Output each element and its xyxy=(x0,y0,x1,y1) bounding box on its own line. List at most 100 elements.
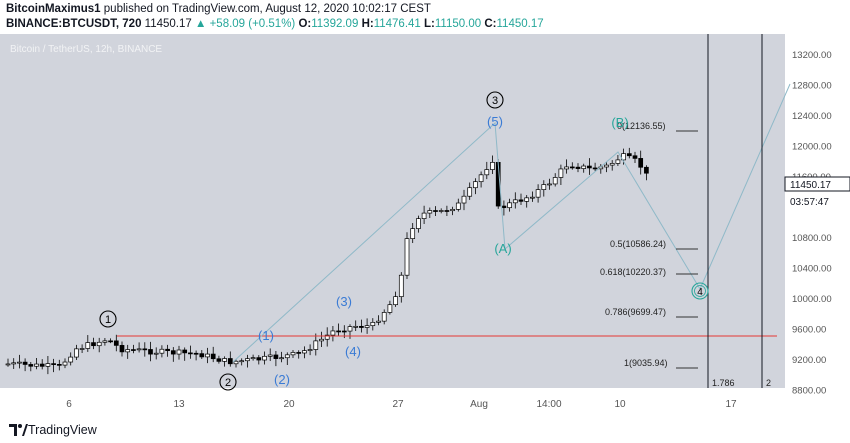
fib-ext-label-2: 2 xyxy=(766,378,771,388)
wave-minor-2: (2) xyxy=(274,372,290,387)
candle-body xyxy=(427,210,433,214)
candle-body xyxy=(632,155,638,159)
high-label: H: xyxy=(361,18,374,30)
candles-layer xyxy=(5,147,649,375)
candle-body xyxy=(393,296,398,306)
candle-body xyxy=(535,189,541,198)
candle-body xyxy=(319,338,324,342)
price-chart[interactable]: Bitcoin / TetherUS, 12h, BINANCE 0(12136… xyxy=(0,34,850,418)
current-price-badge xyxy=(784,176,850,192)
candle-body xyxy=(176,349,182,355)
wave-1-circle xyxy=(99,310,117,328)
candle-body xyxy=(615,159,621,164)
chart-legend: Bitcoin / TetherUS, 12h, BINANCE xyxy=(10,44,162,55)
low-label: L: xyxy=(424,18,435,30)
candle-body xyxy=(381,312,387,322)
time-tick-13: 13 xyxy=(173,399,185,410)
candle-body xyxy=(233,360,239,365)
candle-body xyxy=(364,325,370,328)
candle-body xyxy=(188,352,193,355)
close-label: C: xyxy=(484,18,497,30)
time-axis[interactable]: 6 13 20 27 Aug 14:00 10 17 xyxy=(66,399,737,410)
wave-2-circle xyxy=(219,373,237,391)
candle-body xyxy=(626,153,632,157)
projection-line xyxy=(699,83,791,290)
candle-body xyxy=(170,350,176,355)
candle-body xyxy=(165,348,170,352)
candle-body xyxy=(56,364,62,366)
candle-body xyxy=(501,205,507,209)
time-tick-27: 27 xyxy=(392,399,404,410)
candle-body xyxy=(330,330,336,336)
candle-body xyxy=(273,354,279,359)
candle-body xyxy=(22,361,28,365)
price-tick: 13200.00 xyxy=(792,50,832,61)
price-tick: 10800.00 xyxy=(792,233,832,244)
candle-body xyxy=(512,199,518,204)
candle-body xyxy=(353,325,359,328)
candle-body xyxy=(455,202,461,210)
candle-body xyxy=(581,165,587,169)
candle-body xyxy=(450,209,455,212)
wave-2-label: 2 xyxy=(225,377,231,389)
candle-body xyxy=(193,352,199,355)
candle-body xyxy=(45,363,51,367)
wave-1-label: 1 xyxy=(105,314,111,326)
current-price-text: 11450.17 xyxy=(790,180,831,191)
candle-body xyxy=(638,158,644,168)
candle-body xyxy=(524,197,530,202)
candle-body xyxy=(324,334,330,340)
candle-body xyxy=(552,177,558,185)
plot-background[interactable] xyxy=(0,34,785,388)
candle-body xyxy=(416,218,421,229)
candle-body xyxy=(5,363,11,366)
candle-body xyxy=(359,325,364,328)
candle-body xyxy=(444,210,450,212)
candle-body xyxy=(370,322,376,327)
wave-b-label: (B) xyxy=(611,115,628,130)
candle-body xyxy=(592,167,598,170)
last-price: 11450.17 xyxy=(144,18,192,30)
time-tick-20: 20 xyxy=(283,399,295,410)
candle-body xyxy=(125,349,131,353)
candle-body xyxy=(547,183,552,186)
fib-label-0786: 0.786(9699.47) xyxy=(605,307,666,317)
candle-body xyxy=(644,166,649,174)
major-wave-labels: 1 2 3 4 xyxy=(99,91,709,391)
candle-body xyxy=(153,352,159,355)
candle-body xyxy=(410,228,416,239)
wave-minor-1: (1) xyxy=(258,328,274,343)
author-name[interactable]: BitcoinMaximus1 xyxy=(6,3,101,15)
candle-body xyxy=(159,348,165,354)
high-value: 11476.41 xyxy=(373,18,421,30)
candle-body xyxy=(136,348,142,351)
bar-countdown: 03:57:47 xyxy=(790,197,829,208)
price-tick: 12800.00 xyxy=(792,81,832,92)
candle-body xyxy=(621,153,626,161)
fib-label-0618: 0.618(10220.37) xyxy=(600,267,666,277)
candle-body xyxy=(245,358,250,362)
minor-wave-labels: (1) (2) (3) (4) (5) xyxy=(258,114,503,387)
candle-body xyxy=(108,340,113,343)
candle-body xyxy=(569,166,575,169)
candle-body xyxy=(564,166,569,170)
candle-body xyxy=(216,358,222,362)
candle-body xyxy=(39,363,45,367)
wave-4-circle xyxy=(691,282,709,300)
time-tick-10: 10 xyxy=(614,399,626,410)
price-tick: 8800.00 xyxy=(792,386,826,397)
candle-body xyxy=(227,358,233,365)
wave-a-label: (A) xyxy=(494,241,511,256)
candle-body xyxy=(11,362,17,365)
candle-body xyxy=(262,355,267,361)
tradingview-logo-icon[interactable] xyxy=(8,422,28,438)
candle-body xyxy=(279,357,284,360)
fib-label-05: 0.5(10586.24) xyxy=(610,239,666,249)
published-text: published on TradingView.com, August 12,… xyxy=(103,3,431,15)
candle-body xyxy=(68,356,74,363)
tradingview-brand[interactable]: TradingView xyxy=(28,423,97,437)
candle-body xyxy=(290,352,296,356)
candle-body xyxy=(62,361,68,366)
candle-body xyxy=(74,348,79,358)
wave-3-label: 3 xyxy=(492,95,498,107)
